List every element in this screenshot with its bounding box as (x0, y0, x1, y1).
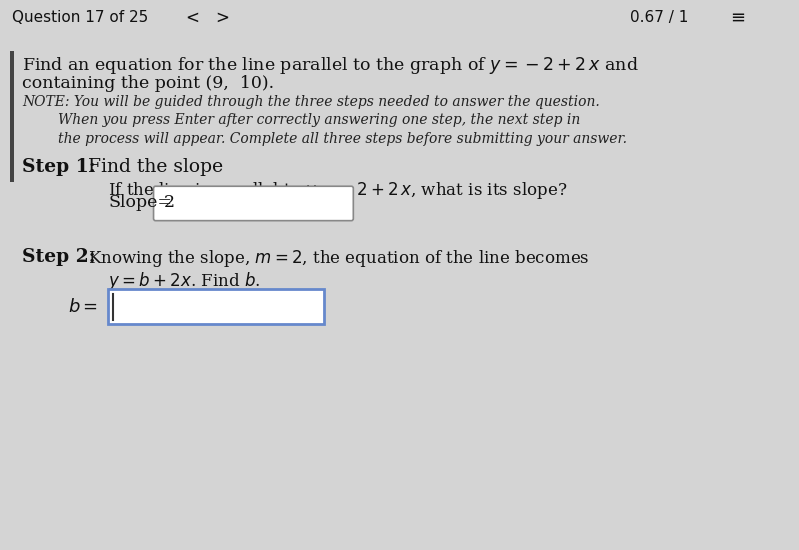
Text: Question 17 of 25: Question 17 of 25 (12, 10, 149, 25)
Text: Step 1:: Step 1: (22, 158, 96, 176)
Text: containing the point (9,  10).: containing the point (9, 10). (22, 75, 274, 92)
Text: <: < (185, 9, 199, 27)
Text: the process will appear. Complete all three steps before submitting your answer.: the process will appear. Complete all th… (58, 131, 627, 146)
Text: Step 2:: Step 2: (22, 248, 96, 266)
Text: If the line is parallel to $y = -2 + 2\,x$, what is its slope?: If the line is parallel to $y = -2 + 2\,… (109, 180, 567, 201)
Text: $y = b + 2x$. Find $b$.: $y = b + 2x$. Find $b$. (109, 270, 260, 292)
Text: Knowing the slope, $m = 2$, the equation of the line becomes: Knowing the slope, $m = 2$, the equation… (89, 248, 590, 269)
Text: 0.67 / 1: 0.67 / 1 (630, 10, 689, 25)
Text: NOTE: You will be guided through the three steps needed to answer the question.: NOTE: You will be guided through the thr… (22, 95, 600, 109)
Text: When you press Enter after correctly answering one step, the next step in: When you press Enter after correctly ans… (58, 113, 580, 128)
FancyBboxPatch shape (10, 51, 14, 182)
Text: $b =$: $b =$ (68, 298, 98, 316)
FancyBboxPatch shape (109, 289, 324, 324)
Text: Find an equation for the line parallel to the graph of $y = -2 + 2\,x$ and: Find an equation for the line parallel t… (22, 54, 639, 76)
Text: 2: 2 (164, 194, 175, 211)
FancyBboxPatch shape (153, 186, 353, 221)
Text: >: > (215, 9, 229, 27)
Text: Slope=: Slope= (109, 194, 173, 211)
Text: Find the slope: Find the slope (89, 158, 224, 176)
Text: ≡: ≡ (730, 9, 745, 27)
